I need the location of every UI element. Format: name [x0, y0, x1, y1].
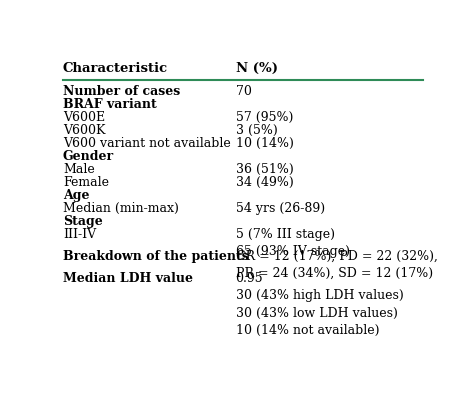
Text: 10 (14%): 10 (14%) — [236, 137, 293, 150]
Text: Characteristic: Characteristic — [63, 62, 168, 75]
Text: V600K: V600K — [63, 124, 105, 137]
Text: Stage: Stage — [63, 215, 103, 228]
Text: 5 (7% III stage)
65 (93% IV stage): 5 (7% III stage) 65 (93% IV stage) — [236, 228, 350, 258]
Text: 3 (5%): 3 (5%) — [236, 124, 277, 137]
Text: CR = 12 (17%), PD = 22 (32%),
PR = 24 (34%), SD = 12 (17%): CR = 12 (17%), PD = 22 (32%), PR = 24 (3… — [236, 249, 438, 280]
Text: Median LDH value: Median LDH value — [63, 272, 193, 285]
Text: BRAF variant: BRAF variant — [63, 98, 157, 111]
Text: Median (min-max): Median (min-max) — [63, 202, 179, 215]
Text: 70: 70 — [236, 85, 251, 98]
Text: N (%): N (%) — [236, 62, 278, 75]
Text: Gender: Gender — [63, 150, 114, 163]
Text: Number of cases: Number of cases — [63, 85, 180, 98]
Text: V600 variant not available: V600 variant not available — [63, 137, 231, 150]
Text: Age: Age — [63, 189, 90, 202]
Text: 54 yrs (26-89): 54 yrs (26-89) — [236, 202, 325, 215]
Text: Female: Female — [63, 176, 109, 189]
Text: V600E: V600E — [63, 111, 105, 124]
Text: III-IV: III-IV — [63, 228, 96, 241]
Text: Breakdown of the patients: Breakdown of the patients — [63, 249, 249, 262]
Text: 36 (51%): 36 (51%) — [236, 163, 293, 176]
Text: Male: Male — [63, 163, 95, 176]
Text: 0.95
30 (43% high LDH values)
30 (43% low LDH values)
10 (14% not available): 0.95 30 (43% high LDH values) 30 (43% lo… — [236, 272, 403, 337]
Text: 57 (95%): 57 (95%) — [236, 111, 293, 124]
Text: 34 (49%): 34 (49%) — [236, 176, 293, 189]
